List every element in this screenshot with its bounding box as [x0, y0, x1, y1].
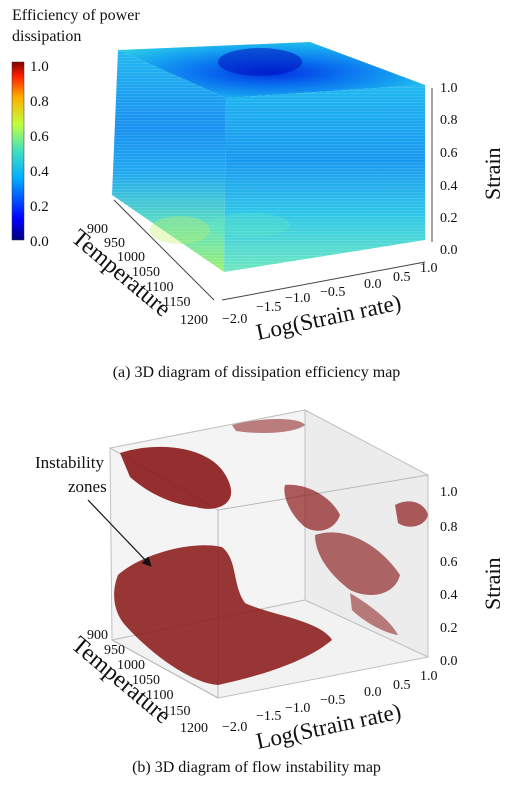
temperature-tick: 1000 — [117, 658, 145, 673]
strain-tick: 1.0 — [440, 485, 458, 500]
temperature-tick: 1100 — [146, 688, 173, 703]
strain-rate-tick: 0.5 — [393, 270, 411, 285]
panel-dissipation-efficiency: Efficiency of power dissipation 1.0 0.8 … — [11, 7, 505, 381]
colorbar-tick: 0.4 — [30, 164, 49, 180]
strain-tick: 0.2 — [440, 621, 458, 636]
temperature-tick: 1100 — [146, 280, 173, 295]
strain-tick: 0.6 — [440, 146, 458, 161]
instability-region — [284, 484, 340, 531]
caption-a: (a) 3D diagram of dissipation efficiency… — [112, 364, 401, 381]
instability-region — [350, 593, 398, 635]
strain-rate-axis-ticks: −2.0 −1.5 −1.0 −0.5 0.0 0.5 1.0 — [222, 669, 438, 735]
temperature-tick: 1150 — [163, 295, 190, 310]
efficiency-volume — [112, 42, 425, 272]
temperature-tick: 1050 — [132, 265, 160, 280]
temperature-tick: 1200 — [180, 721, 208, 736]
panel-flow-instability: Instability zones 0.0 0.2 0.4 0.6 0.8 1.… — [0, 395, 513, 790]
strain-tick: 0.0 — [440, 243, 458, 258]
annotation-arrow — [87, 499, 152, 567]
efficiency-3d-chart: Efficiency of power dissipation 1.0 0.8 … — [11, 7, 505, 345]
instability-region — [114, 545, 332, 685]
strain-rate-tick: −0.5 — [320, 285, 345, 300]
temperature-tick: 950 — [104, 236, 125, 251]
instability-region — [395, 501, 428, 527]
strain-rate-tick: −1.0 — [285, 701, 310, 716]
strain-axis-ticks: 0.0 0.2 0.4 0.6 0.8 1.0 — [440, 81, 458, 258]
colorbar-tick: 0.0 — [30, 234, 49, 250]
instability-3d-chart: Instability zones 0.0 0.2 0.4 0.6 0.8 1.… — [35, 409, 505, 754]
strain-tick: 0.4 — [440, 179, 458, 194]
colorbar-tick: 1.0 — [30, 59, 49, 75]
temperature-tick: 1050 — [132, 673, 160, 688]
colorbar — [11, 61, 25, 241]
colorbar-title-line1: Efficiency of power — [12, 7, 140, 24]
strain-rate-tick: 0.0 — [364, 277, 382, 292]
temperature-tick: 1000 — [117, 250, 145, 265]
strain-axis-label: Strain — [480, 557, 505, 610]
instability-region — [315, 532, 400, 595]
strain-rate-tick: 1.0 — [420, 669, 438, 684]
colorbar-title-line2: dissipation — [12, 28, 81, 45]
strain-axis-label: Strain — [480, 147, 505, 200]
colorbar-tick: 0.2 — [30, 199, 49, 215]
strain-rate-tick: −0.5 — [320, 693, 345, 708]
strain-rate-tick: −2.0 — [222, 312, 247, 327]
instability-region — [120, 446, 232, 509]
temperature-tick: 950 — [104, 643, 125, 658]
strain-rate-tick: 0.5 — [393, 678, 411, 693]
temperature-tick: 900 — [87, 628, 108, 643]
instability-regions — [114, 419, 428, 685]
strain-rate-tick: 1.0 — [420, 261, 438, 276]
temperature-tick: 1150 — [163, 704, 190, 719]
caption-b: (b) 3D diagram of flow instability map — [132, 759, 381, 776]
strain-rate-tick: 0.0 — [364, 685, 382, 700]
strain-tick: 0.0 — [440, 654, 458, 669]
colorbar-ticks: 1.0 0.8 0.6 0.4 0.2 0.0 — [30, 59, 49, 250]
annotation-line1: Instability — [35, 453, 104, 472]
strain-axis-ticks: 0.0 0.2 0.4 0.6 0.8 1.0 — [440, 485, 458, 669]
temperature-tick: 1200 — [180, 313, 208, 328]
strain-tick: 0.6 — [440, 555, 458, 570]
temperature-tick: 900 — [87, 222, 108, 237]
strain-rate-tick: −1.5 — [256, 709, 281, 724]
strain-rate-tick: −1.0 — [285, 291, 310, 306]
annotation-line2: zones — [68, 477, 107, 496]
strain-rate-tick: −1.5 — [256, 300, 281, 315]
colorbar-tick: 0.8 — [30, 94, 49, 110]
temperature-axis-ticks: 900 950 1000 1050 1100 1150 1200 — [87, 628, 208, 736]
strain-tick: 1.0 — [440, 81, 458, 96]
strain-rate-tick: −2.0 — [222, 720, 247, 735]
strain-tick: 0.8 — [440, 113, 458, 128]
strain-tick: 0.8 — [440, 520, 458, 535]
colorbar-tick: 0.6 — [30, 129, 49, 145]
strain-tick: 0.4 — [440, 588, 458, 603]
instability-region — [232, 419, 305, 433]
strain-rate-axis-ticks: −2.0 −1.5 −1.0 −0.5 0.0 0.5 1.0 — [222, 261, 438, 327]
temperature-axis-ticks: 900 950 1000 1050 1100 1150 1200 — [87, 222, 208, 328]
strain-tick: 0.2 — [440, 211, 458, 226]
